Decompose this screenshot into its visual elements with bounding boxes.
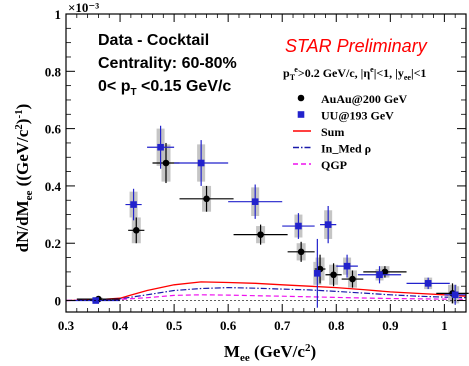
- auau-data-point: [257, 231, 264, 238]
- systematic-error-boxes: [91, 128, 460, 304]
- model-curve-in-med: [65, 286, 467, 302]
- legend-label-sum: Sum: [321, 125, 344, 139]
- uu-data-point: [343, 262, 351, 270]
- uu-data-point: [376, 271, 383, 279]
- x-tick-label: 0.7: [274, 318, 291, 333]
- y-tick-label: 0.2: [45, 236, 61, 251]
- uu-data-point: [424, 280, 432, 287]
- y-tick-label: 0.8: [45, 64, 62, 79]
- uu-data-point: [197, 159, 205, 167]
- pt-cut-label: 0< pT <0.15 GeV/c: [98, 78, 231, 98]
- x-tick-label: 0.3: [58, 318, 75, 333]
- legend-marker-uu: [297, 111, 305, 118]
- auau-data-point: [349, 275, 356, 283]
- legend-label-in-med: In_Med ρ: [321, 142, 371, 156]
- centrality-label: Centrality: 60-80%: [98, 55, 237, 72]
- model-curves: [65, 281, 467, 302]
- star-preliminary-label: STAR Preliminary: [285, 36, 428, 56]
- legend-label-uu-193-gev: UU@193 GeV: [321, 109, 394, 123]
- x-tick-label: 0.5: [166, 318, 183, 333]
- y-tick-label: 0.4: [45, 179, 62, 194]
- uu-data-point: [295, 222, 302, 230]
- legend-label-qgp: QGP: [321, 158, 347, 172]
- y-tick-label: 0.6: [45, 122, 62, 137]
- y-tick-label: 1: [55, 7, 62, 22]
- model-curve-sum: [65, 281, 467, 302]
- uu-data-point: [251, 198, 259, 205]
- legend: AuAu@200 GeV UU@193 GeV Sum In_Med ρ QGP: [293, 92, 408, 172]
- auau-data-point: [297, 248, 305, 256]
- uu-data-point: [130, 201, 137, 208]
- legend-marker-auau: [297, 94, 305, 102]
- auau-data-point: [381, 268, 389, 276]
- auau-data-point: [132, 227, 140, 234]
- x-tick-label: 0.8: [328, 318, 345, 333]
- x-tick-label: 0.6: [220, 318, 237, 333]
- y-axis-label: dN/dMee ((GeV/c2)-1): [13, 104, 35, 253]
- y-tick-label: 0: [55, 294, 62, 309]
- y-exponent-label: ×10⁻³: [68, 0, 99, 15]
- legend-label-auau-200-gev: AuAu@200 GeV: [321, 92, 408, 106]
- uu-data-point: [314, 270, 321, 277]
- auau-data-point: [162, 159, 170, 167]
- uu-data-point: [324, 221, 332, 228]
- uu-data-point: [157, 143, 164, 151]
- x-tick-label: 0.9: [382, 318, 399, 333]
- plot-frame: [65, 13, 467, 313]
- x-tick-label: 1: [441, 318, 448, 333]
- kinematic-cuts-label: pTe>0.2 GeV/c, |ηe|<1, |yee|<1: [283, 65, 426, 82]
- axes: 0.3 0.4 0.5 0.6 0.7 0.8 0.9 1 0 0.2 0.4 0.6 0.8 1: [45, 7, 467, 333]
- uu-data-point: [451, 291, 459, 299]
- auau-data-point: [330, 271, 337, 279]
- auau-data-point: [203, 195, 210, 203]
- x-axis-label: Mee (GeV/c2): [224, 342, 316, 364]
- model-curve-qgp: [65, 294, 467, 302]
- x-tick-label: 0.4: [112, 318, 129, 333]
- data-cocktail-label: Data - Cocktail: [98, 32, 209, 49]
